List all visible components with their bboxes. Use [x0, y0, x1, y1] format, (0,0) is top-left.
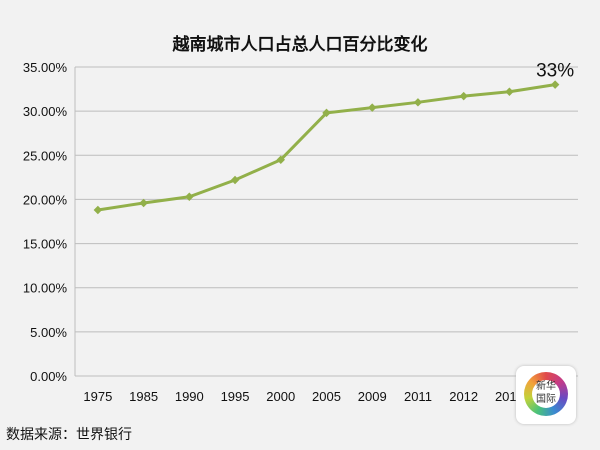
y-tick-label: 10.00%	[23, 281, 68, 296]
y-tick-label: 25.00%	[23, 148, 68, 163]
data-point	[322, 108, 331, 118]
data-point	[413, 98, 423, 107]
x-tick-label: 2011	[404, 389, 432, 404]
data-point	[139, 198, 148, 208]
y-tick-label: 5.00%	[30, 325, 67, 340]
y-tick-label: 15.00%	[23, 237, 68, 252]
x-tick-label: 1975	[83, 389, 112, 404]
data-label: 33%	[536, 61, 574, 82]
series-line	[97, 83, 556, 212]
data-point	[230, 175, 240, 185]
data-point	[276, 155, 286, 164]
data-point	[550, 80, 560, 89]
data-point	[459, 91, 468, 101]
x-tick-label: 2009	[358, 389, 387, 404]
y-tick-label: 30.00%	[23, 104, 68, 119]
data-point	[93, 205, 103, 215]
y-tick-label: 35.00%	[23, 60, 68, 75]
y-tick-label: 0.00%	[30, 369, 67, 384]
x-tick-label: 1990	[175, 389, 204, 404]
x-tick-label: 2005	[312, 389, 341, 404]
data-point	[185, 192, 194, 202]
chart-title: 越南城市人口占总人口百分比变化	[172, 35, 428, 55]
x-tick-label: 1995	[221, 389, 250, 404]
data-point	[367, 103, 377, 112]
logo-text: 新华 国际	[532, 380, 560, 408]
y-tick-label: 20.00%	[23, 192, 68, 207]
x-tick-label: 1985	[129, 389, 158, 404]
x-tick-label: 2000	[266, 389, 295, 404]
source-note: 数据来源：世界银行	[6, 427, 132, 443]
watermark-logo: 新华 国际	[516, 366, 576, 424]
data-point	[505, 87, 514, 96]
x-tick-label: 2012	[449, 389, 478, 404]
